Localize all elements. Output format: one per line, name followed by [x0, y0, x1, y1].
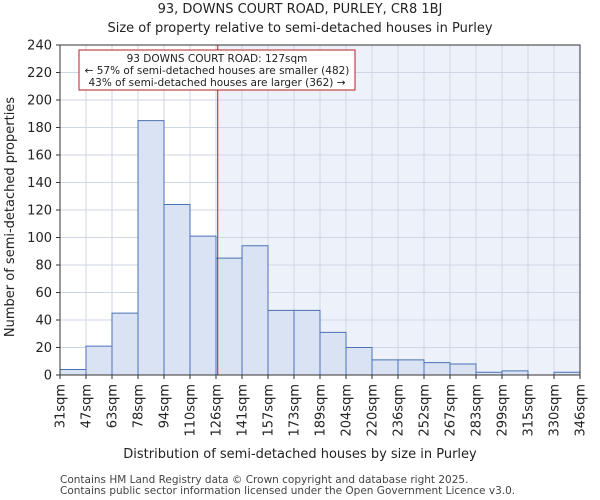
bar-236sqm: [397, 359, 425, 376]
x-tick-label: 220sqm: [366, 384, 381, 437]
bar-126sqm: [215, 257, 243, 376]
y-tick-label: 140: [27, 176, 52, 191]
y-tick-label: 80: [35, 259, 52, 274]
bar-31sqm: [59, 369, 87, 376]
bar-267sqm: [449, 363, 477, 376]
y-tick-label: 180: [27, 121, 52, 136]
x-tick-label: 47sqm: [80, 384, 95, 428]
x-axis-ticks: 31sqm 47sqm 63sqm 78sqm 94sqm 110sqm 126sqm 141…: [54, 375, 589, 437]
footer-licence: Contains public sector information licen…: [60, 485, 515, 497]
bar-78sqm: [137, 120, 165, 376]
bar-141sqm: [241, 245, 269, 376]
footer-copyright: Contains HM Land Registry data © Crown c…: [60, 474, 468, 486]
x-tick-label: 252sqm: [418, 384, 433, 437]
y-tick-label: 120: [27, 204, 52, 219]
x-tick-label: 283sqm: [470, 384, 485, 437]
x-tick-label: 346sqm: [574, 384, 589, 437]
bar-173sqm: [293, 309, 321, 376]
bar-189sqm: [319, 331, 347, 376]
x-tick-label: 315sqm: [522, 384, 537, 437]
bar-47sqm: [85, 345, 113, 376]
x-tick-label: 173sqm: [288, 384, 303, 437]
annotation-smaller: ← 57% of semi-detached houses are smalle…: [85, 65, 350, 77]
y-tick-label: 60: [35, 286, 52, 301]
plot-frame: [59, 44, 581, 376]
y-tick-label: 40: [35, 314, 52, 329]
y-tick-label: 220: [27, 66, 52, 81]
bar-94sqm: [163, 204, 191, 376]
bar-204sqm: [345, 347, 373, 376]
x-tick-label: 141sqm: [236, 384, 251, 437]
x-tick-label: 236sqm: [392, 384, 407, 437]
x-tick-label: 63sqm: [106, 384, 121, 428]
x-tick-label: 267sqm: [444, 384, 459, 437]
annotation-larger: 43% of semi-detached houses are larger (…: [89, 77, 346, 89]
y-axis-ticks: 0 20 40 60 80 100 120 140 160 180 200 220 240: [27, 39, 60, 384]
bar-63sqm: [111, 312, 139, 376]
x-tick-label: 157sqm: [262, 384, 277, 437]
annotation-box: 93 DOWNS COURT ROAD: 127sqm ← 57% of sem…: [78, 49, 356, 91]
x-tick-label: 31sqm: [54, 384, 69, 428]
y-tick-label: 20: [35, 341, 52, 356]
bar-110sqm: [189, 235, 217, 376]
x-axis-label: Distribution of semi-detached houses by …: [123, 447, 477, 462]
x-tick-label: 189sqm: [314, 384, 329, 437]
x-tick-label: 126sqm: [210, 384, 225, 437]
x-tick-label: 204sqm: [340, 384, 355, 437]
bar-220sqm: [371, 359, 399, 376]
y-tick-label: 200: [27, 94, 52, 109]
chart-title-address: 93, DOWNS COURT ROAD, PURLEY, CR8 1BJ: [158, 2, 443, 17]
y-tick-label: 160: [27, 149, 52, 164]
y-tick-label: 0: [44, 369, 52, 384]
y-tick-label: 100: [27, 231, 52, 246]
x-tick-label: 94sqm: [158, 384, 173, 428]
annotation-frame: [78, 49, 356, 91]
x-tick-label: 110sqm: [184, 384, 199, 437]
y-tick-label: 240: [27, 39, 52, 54]
bar-252sqm: [423, 362, 451, 376]
x-tick-label: 299sqm: [496, 384, 511, 437]
bar-157sqm: [267, 309, 295, 376]
chart-subtitle: Size of property relative to semi-detach…: [107, 21, 492, 36]
y-axis-label: Number of semi-detached properties: [3, 97, 18, 337]
bar-299sqm: [501, 370, 529, 376]
x-tick-label: 78sqm: [132, 384, 147, 428]
annotation-title: 93 DOWNS COURT ROAD: 127sqm: [127, 53, 308, 65]
x-tick-label: 330sqm: [548, 384, 563, 437]
